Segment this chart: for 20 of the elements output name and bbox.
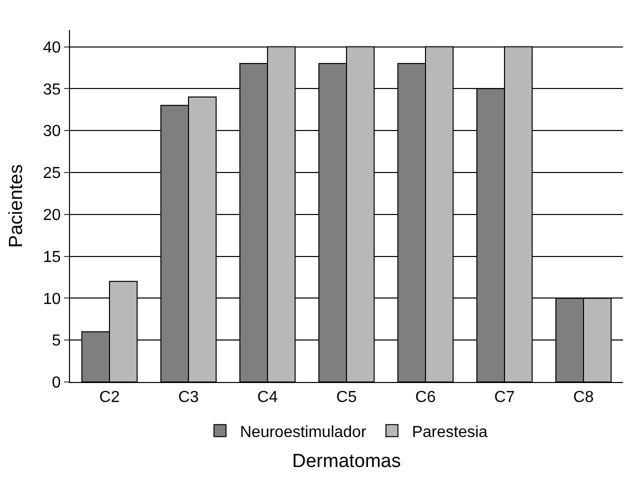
x-tick-label: C3 (178, 389, 199, 406)
y-tick-label: 35 (43, 81, 61, 98)
y-tick-label: 0 (52, 374, 61, 392)
x-axis-title: Dermatomas (292, 451, 401, 472)
y-tick-label: 5 (52, 332, 61, 350)
y-tick-label: 10 (43, 290, 61, 308)
y-tick-label: 15 (43, 248, 61, 266)
y-tick-label: 30 (43, 123, 61, 140)
x-tick-label: C2 (99, 389, 120, 406)
y-axis-title: Pacientes (6, 164, 27, 248)
y-tick-label: 40 (43, 39, 61, 56)
x-tick-label: C7 (494, 389, 515, 406)
x-tick-label: C5 (336, 389, 357, 406)
x-tick-label: C6 (415, 389, 436, 406)
y-tick-label: 25 (43, 165, 61, 182)
x-tick-label: C4 (257, 389, 278, 406)
legend-label: Neuroestimulador (240, 424, 367, 441)
y-tick-label: 20 (43, 206, 61, 224)
legend-label: Parestesia (412, 424, 488, 441)
x-tick-label: C8 (573, 389, 594, 406)
